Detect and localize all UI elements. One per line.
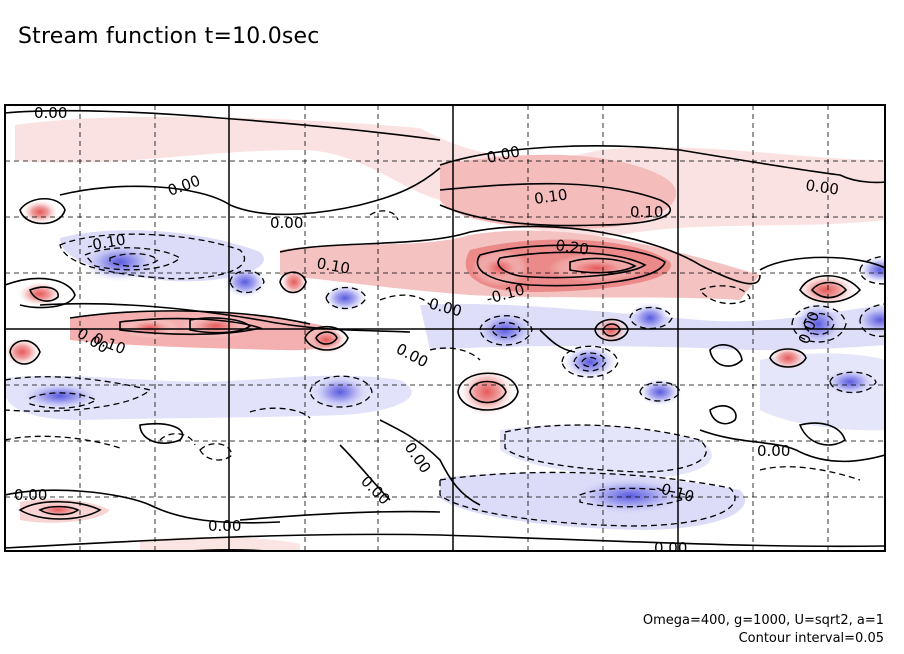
negative-vortex [475, 310, 535, 350]
contour-interval-note: Contour interval=0.05 [738, 631, 884, 646]
negative-region [5, 375, 412, 420]
plot-frame [4, 104, 886, 552]
contour-label: 0.00 [208, 517, 241, 535]
contour-label: 0.00 [757, 442, 790, 460]
positive-vortex [459, 368, 515, 416]
contour-label: 0.00 [34, 104, 67, 122]
positive-vortex [22, 200, 58, 224]
major-grid-lines [5, 105, 885, 551]
contour-label: 0.00 [804, 176, 840, 198]
chart-title: Stream function t=10.0sec [18, 24, 320, 49]
contour-label: 0.10 [533, 185, 569, 207]
positive-vortex [18, 282, 62, 306]
positive-vortex [770, 346, 806, 370]
negative-vortex [323, 284, 367, 312]
negative-vortex [792, 300, 844, 348]
negative-vortex [310, 374, 370, 410]
negative-vortex [20, 382, 100, 410]
contour-label: 0.00 [14, 486, 47, 504]
contour-label: 0.00 [654, 539, 687, 557]
parameter-note: Omega=400, g=1000, U=sqrt2, a=1 [642, 613, 884, 628]
negative-vortex [854, 304, 885, 336]
contour-label: 0.00 [270, 214, 303, 232]
negative-vortex [562, 344, 618, 380]
contour-label: 0.10 [315, 254, 351, 278]
negative-vortex [858, 256, 885, 284]
grid-lines [5, 105, 885, 551]
contour-label: 0.20 [554, 236, 590, 258]
contour-label: 0.10 [630, 203, 663, 221]
positive-contours [5, 109, 885, 551]
positive-region [440, 154, 677, 229]
positive-region [140, 536, 300, 551]
negative-vortex [628, 302, 672, 334]
negative-vortex [80, 242, 160, 282]
